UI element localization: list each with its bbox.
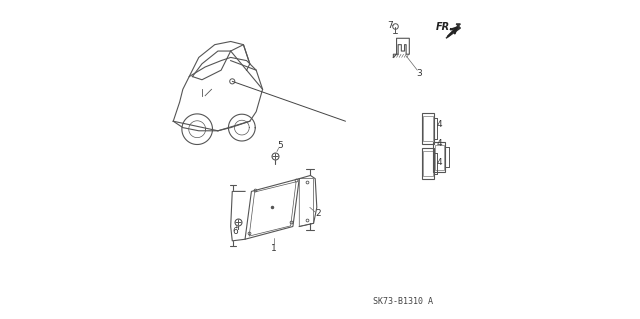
Text: FR.: FR.: [435, 22, 453, 32]
Text: 5: 5: [277, 141, 283, 150]
Text: 2: 2: [316, 209, 321, 218]
Text: 7: 7: [387, 21, 393, 30]
Text: 4: 4: [437, 139, 442, 148]
Text: 4: 4: [437, 158, 442, 167]
Polygon shape: [446, 24, 460, 38]
Text: 1: 1: [271, 244, 276, 253]
Text: 4: 4: [437, 120, 442, 129]
Text: SK73-B1310 A: SK73-B1310 A: [373, 297, 433, 306]
Text: 6: 6: [232, 227, 238, 236]
Text: 3: 3: [416, 69, 422, 78]
